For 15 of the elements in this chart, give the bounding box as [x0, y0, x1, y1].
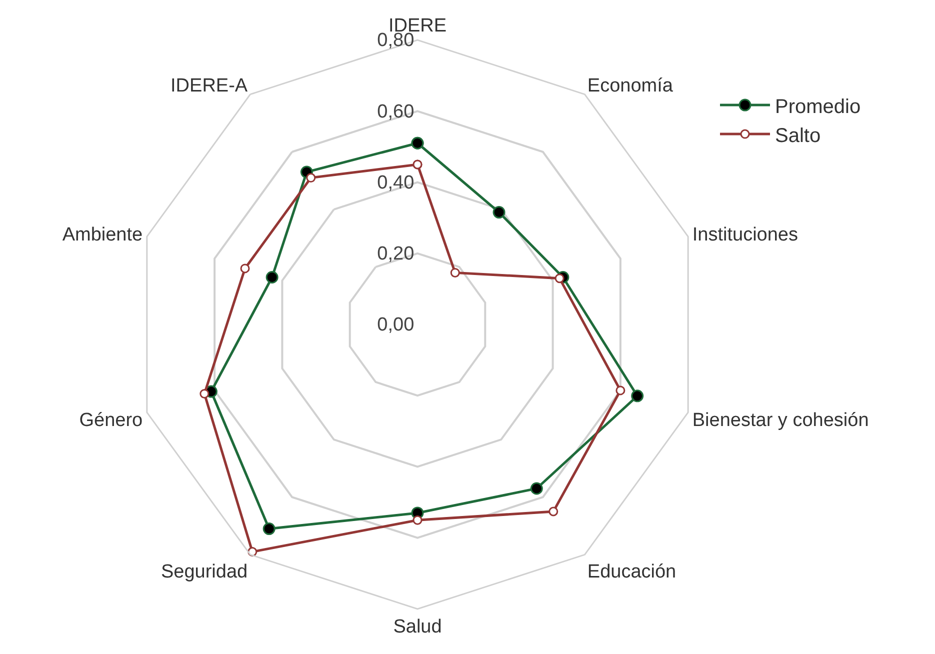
y-tick-label: 0,40 [377, 172, 414, 194]
legend-label: Salto [775, 124, 821, 147]
y-tick-label: 0,60 [377, 101, 414, 122]
y-tick-label: 0,20 [377, 244, 414, 265]
spoke-label: Género [79, 410, 143, 432]
spoke-label: Ambiente [62, 224, 143, 246]
spoke-label: Salud [393, 616, 442, 638]
spoke-label: Instituciones [692, 224, 798, 246]
y-tick-label: 0,00 [377, 314, 414, 336]
spoke-label: Seguridad [160, 562, 248, 583]
spoke-label: Economía [587, 75, 674, 96]
legend-label: Promedio [775, 96, 861, 118]
spoke-label: IDERE-A [170, 75, 248, 96]
spoke-label: Bienestar y cohesión [692, 410, 869, 432]
spoke-label: Educación [587, 562, 676, 583]
